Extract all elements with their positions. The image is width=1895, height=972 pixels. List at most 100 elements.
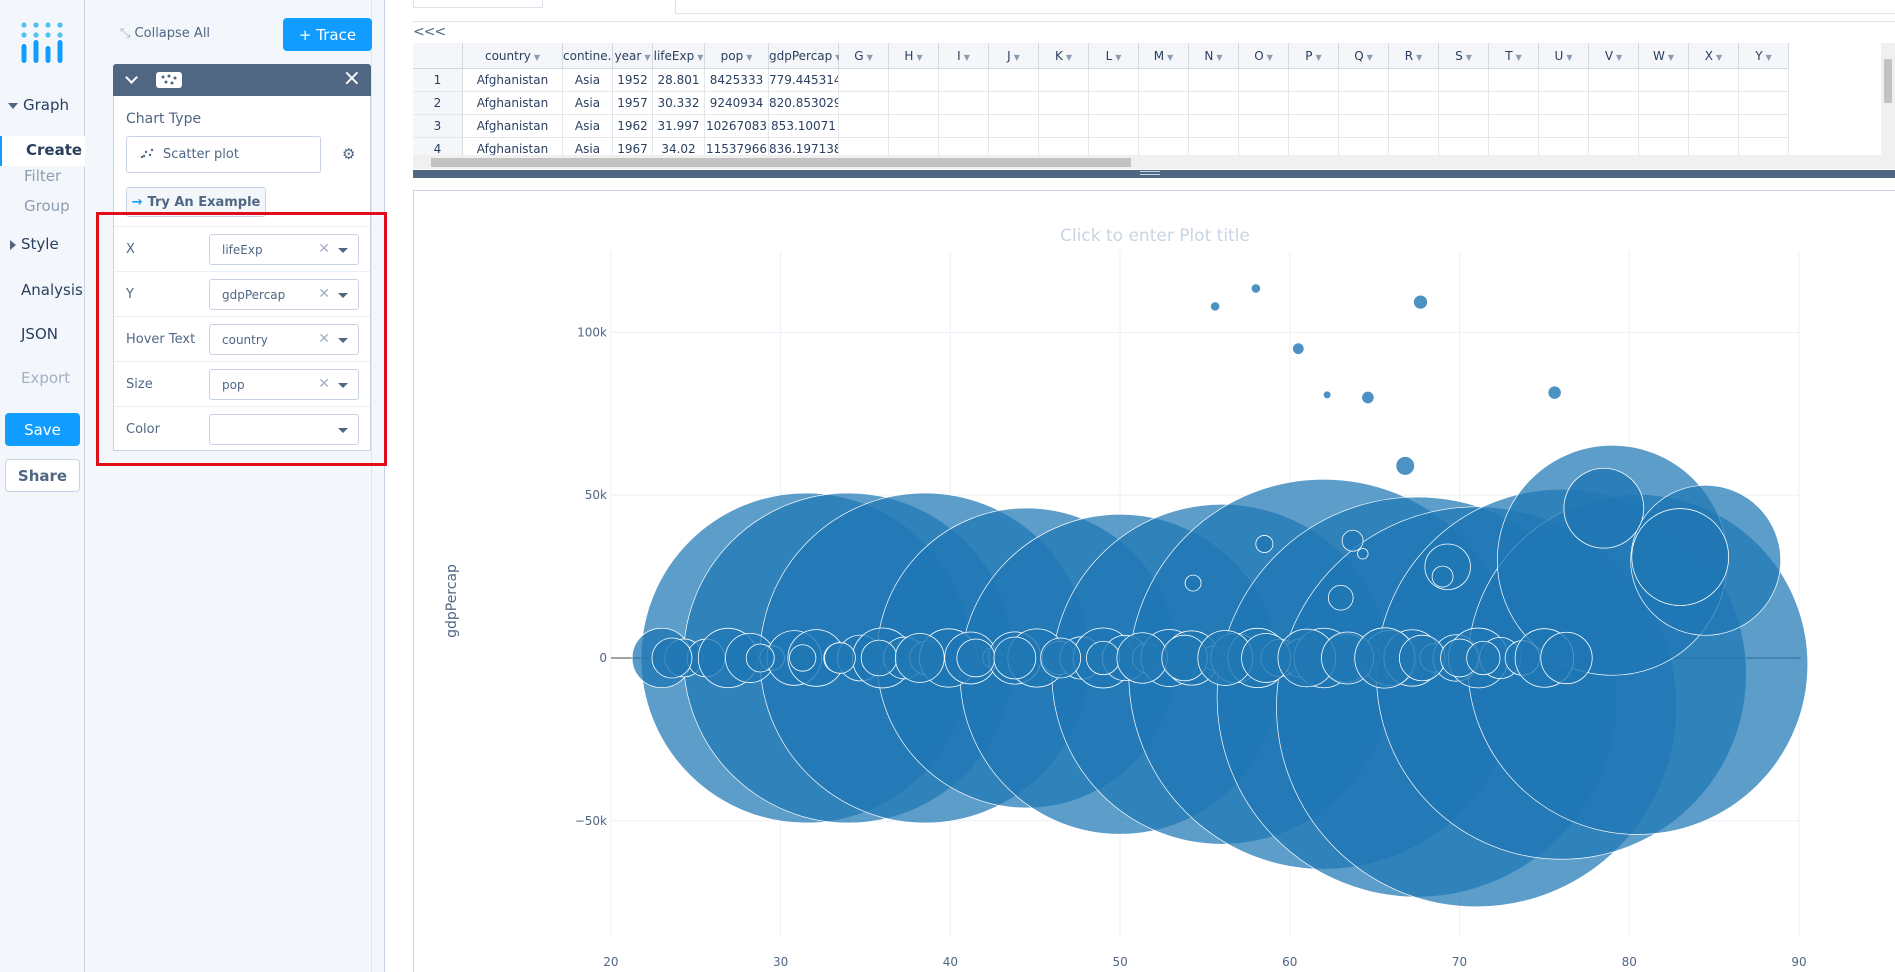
table-cell[interactable] — [1589, 92, 1639, 115]
table-cell[interactable] — [839, 69, 889, 92]
table-cell[interactable] — [1339, 115, 1389, 138]
column-menu-icon[interactable]: ▼ — [963, 53, 970, 62]
table-cell[interactable] — [1389, 92, 1439, 115]
column-header[interactable]: X ▼ — [1689, 43, 1739, 69]
table-cell[interactable]: 30.332 — [653, 92, 705, 115]
column-header[interactable]: J ▼ — [989, 43, 1039, 69]
table-cell[interactable]: Afghanistan — [463, 115, 563, 138]
dropdown-caret-icon[interactable] — [338, 383, 348, 388]
table-cell[interactable]: Asia — [563, 69, 613, 92]
nav-json[interactable]: JSON — [21, 325, 58, 343]
column-header[interactable]: year ▼ — [613, 43, 653, 69]
table-cell[interactable] — [839, 115, 889, 138]
grid-formula-bar[interactable] — [675, 0, 1895, 14]
column-header[interactable]: U ▼ — [1539, 43, 1589, 69]
table-cell[interactable] — [1289, 69, 1339, 92]
table-cell[interactable]: 1952 — [613, 69, 653, 92]
table-cell[interactable] — [1689, 115, 1739, 138]
column-menu-icon[interactable]: ▼ — [644, 53, 651, 62]
column-menu-icon[interactable]: ▼ — [533, 53, 541, 62]
panel-scrollbar[interactable] — [371, 0, 384, 972]
plot-title[interactable]: Click to enter Plot title — [1060, 226, 1250, 246]
column-header[interactable]: P ▼ — [1289, 43, 1339, 69]
table-cell[interactable] — [1239, 92, 1289, 115]
row-number[interactable]: 3 — [413, 115, 463, 138]
table-cell[interactable] — [1539, 69, 1589, 92]
field-dropdown[interactable]: gdpPercap ✕ — [209, 279, 359, 310]
column-header[interactable]: pop ▼ — [705, 43, 769, 69]
clear-icon[interactable]: ✕ — [318, 286, 330, 302]
table-cell[interactable] — [1139, 92, 1189, 115]
table-cell[interactable] — [1489, 115, 1539, 138]
table-cell[interactable]: Asia — [563, 92, 613, 115]
table-cell[interactable] — [1089, 92, 1139, 115]
nav-export[interactable]: Export — [21, 369, 71, 387]
column-menu-icon[interactable]: ▼ — [1216, 53, 1223, 62]
column-header[interactable]: G ▼ — [839, 43, 889, 69]
table-cell[interactable]: Afghanistan — [463, 69, 563, 92]
column-header[interactable]: L ▼ — [1089, 43, 1139, 69]
table-cell[interactable]: 820.8530296 — [769, 92, 839, 115]
table-cell[interactable] — [1539, 115, 1589, 138]
table-cell[interactable]: 1957 — [613, 92, 653, 115]
dropdown-caret-icon[interactable] — [338, 293, 348, 298]
table-cell[interactable]: 779.4453145 — [769, 69, 839, 92]
column-header[interactable]: lifeExp ▼ — [653, 43, 705, 69]
field-dropdown[interactable]: country ✕ — [209, 324, 359, 355]
table-cell[interactable] — [1739, 92, 1789, 115]
table-cell[interactable] — [1139, 115, 1189, 138]
grid-plot-divider[interactable] — [413, 170, 1895, 178]
column-menu-icon[interactable]: ▼ — [1013, 53, 1020, 62]
table-cell[interactable] — [939, 92, 989, 115]
table-cell[interactable] — [1039, 69, 1089, 92]
column-header[interactable]: V ▼ — [1589, 43, 1639, 69]
column-menu-icon[interactable]: ▼ — [866, 53, 873, 62]
table-cell[interactable] — [1389, 115, 1439, 138]
column-menu-icon[interactable]: ▼ — [1716, 53, 1723, 62]
column-header[interactable]: I ▼ — [939, 43, 989, 69]
table-cell[interactable] — [1039, 92, 1089, 115]
table-cell[interactable] — [1689, 92, 1739, 115]
table-cell[interactable] — [1289, 92, 1339, 115]
table-cell[interactable] — [1739, 115, 1789, 138]
save-button[interactable]: Save — [5, 413, 80, 446]
column-menu-icon[interactable]: ▼ — [1315, 53, 1322, 62]
grid-vscrollbar[interactable] — [1881, 43, 1895, 155]
column-menu-icon[interactable]: ▼ — [1416, 53, 1423, 62]
column-header[interactable]: R ▼ — [1389, 43, 1439, 69]
table-cell[interactable]: 9240934 — [705, 92, 769, 115]
table-cell[interactable]: 31.997 — [653, 115, 705, 138]
gear-icon[interactable]: ⚙ — [342, 145, 356, 163]
dropdown-caret-icon[interactable] — [338, 248, 348, 253]
table-cell[interactable] — [989, 115, 1039, 138]
column-menu-icon[interactable]: ▼ — [697, 53, 704, 62]
column-menu-icon[interactable]: ▼ — [1266, 53, 1273, 62]
clear-icon[interactable]: ✕ — [318, 331, 330, 347]
column-menu-icon[interactable]: ▼ — [916, 53, 923, 62]
dropdown-caret-icon[interactable] — [338, 428, 348, 433]
field-dropdown[interactable]: pop ✕ — [209, 369, 359, 400]
dropdown-caret-icon[interactable] — [338, 338, 348, 343]
table-cell[interactable]: Asia — [563, 115, 613, 138]
column-menu-icon[interactable]: ▼ — [1167, 53, 1174, 62]
nav-group[interactable]: Group — [24, 197, 70, 215]
collapse-all-button[interactable]: ⤡ Collapse All — [120, 26, 210, 41]
column-header[interactable]: H ▼ — [889, 43, 939, 69]
column-menu-icon[interactable]: ▼ — [1065, 53, 1073, 62]
table-cell[interactable] — [939, 69, 989, 92]
close-icon[interactable]: × — [342, 66, 361, 91]
grid-hscrollbar[interactable] — [413, 155, 1895, 169]
table-cell[interactable] — [1339, 69, 1389, 92]
table-cell[interactable] — [1639, 69, 1689, 92]
table-cell[interactable] — [1439, 92, 1489, 115]
column-menu-icon[interactable]: ▼ — [1765, 53, 1772, 62]
field-dropdown[interactable] — [209, 414, 359, 445]
table-cell[interactable] — [1089, 69, 1139, 92]
clear-icon[interactable]: ✕ — [318, 241, 330, 257]
table-cell[interactable] — [1589, 115, 1639, 138]
table-cell[interactable]: 8425333 — [705, 69, 769, 92]
nav-analysis[interactable]: Analysis — [21, 281, 83, 299]
table-cell[interactable] — [1089, 115, 1139, 138]
column-menu-icon[interactable]: ▼ — [1115, 53, 1122, 62]
grid-tab[interactable] — [413, 0, 543, 8]
